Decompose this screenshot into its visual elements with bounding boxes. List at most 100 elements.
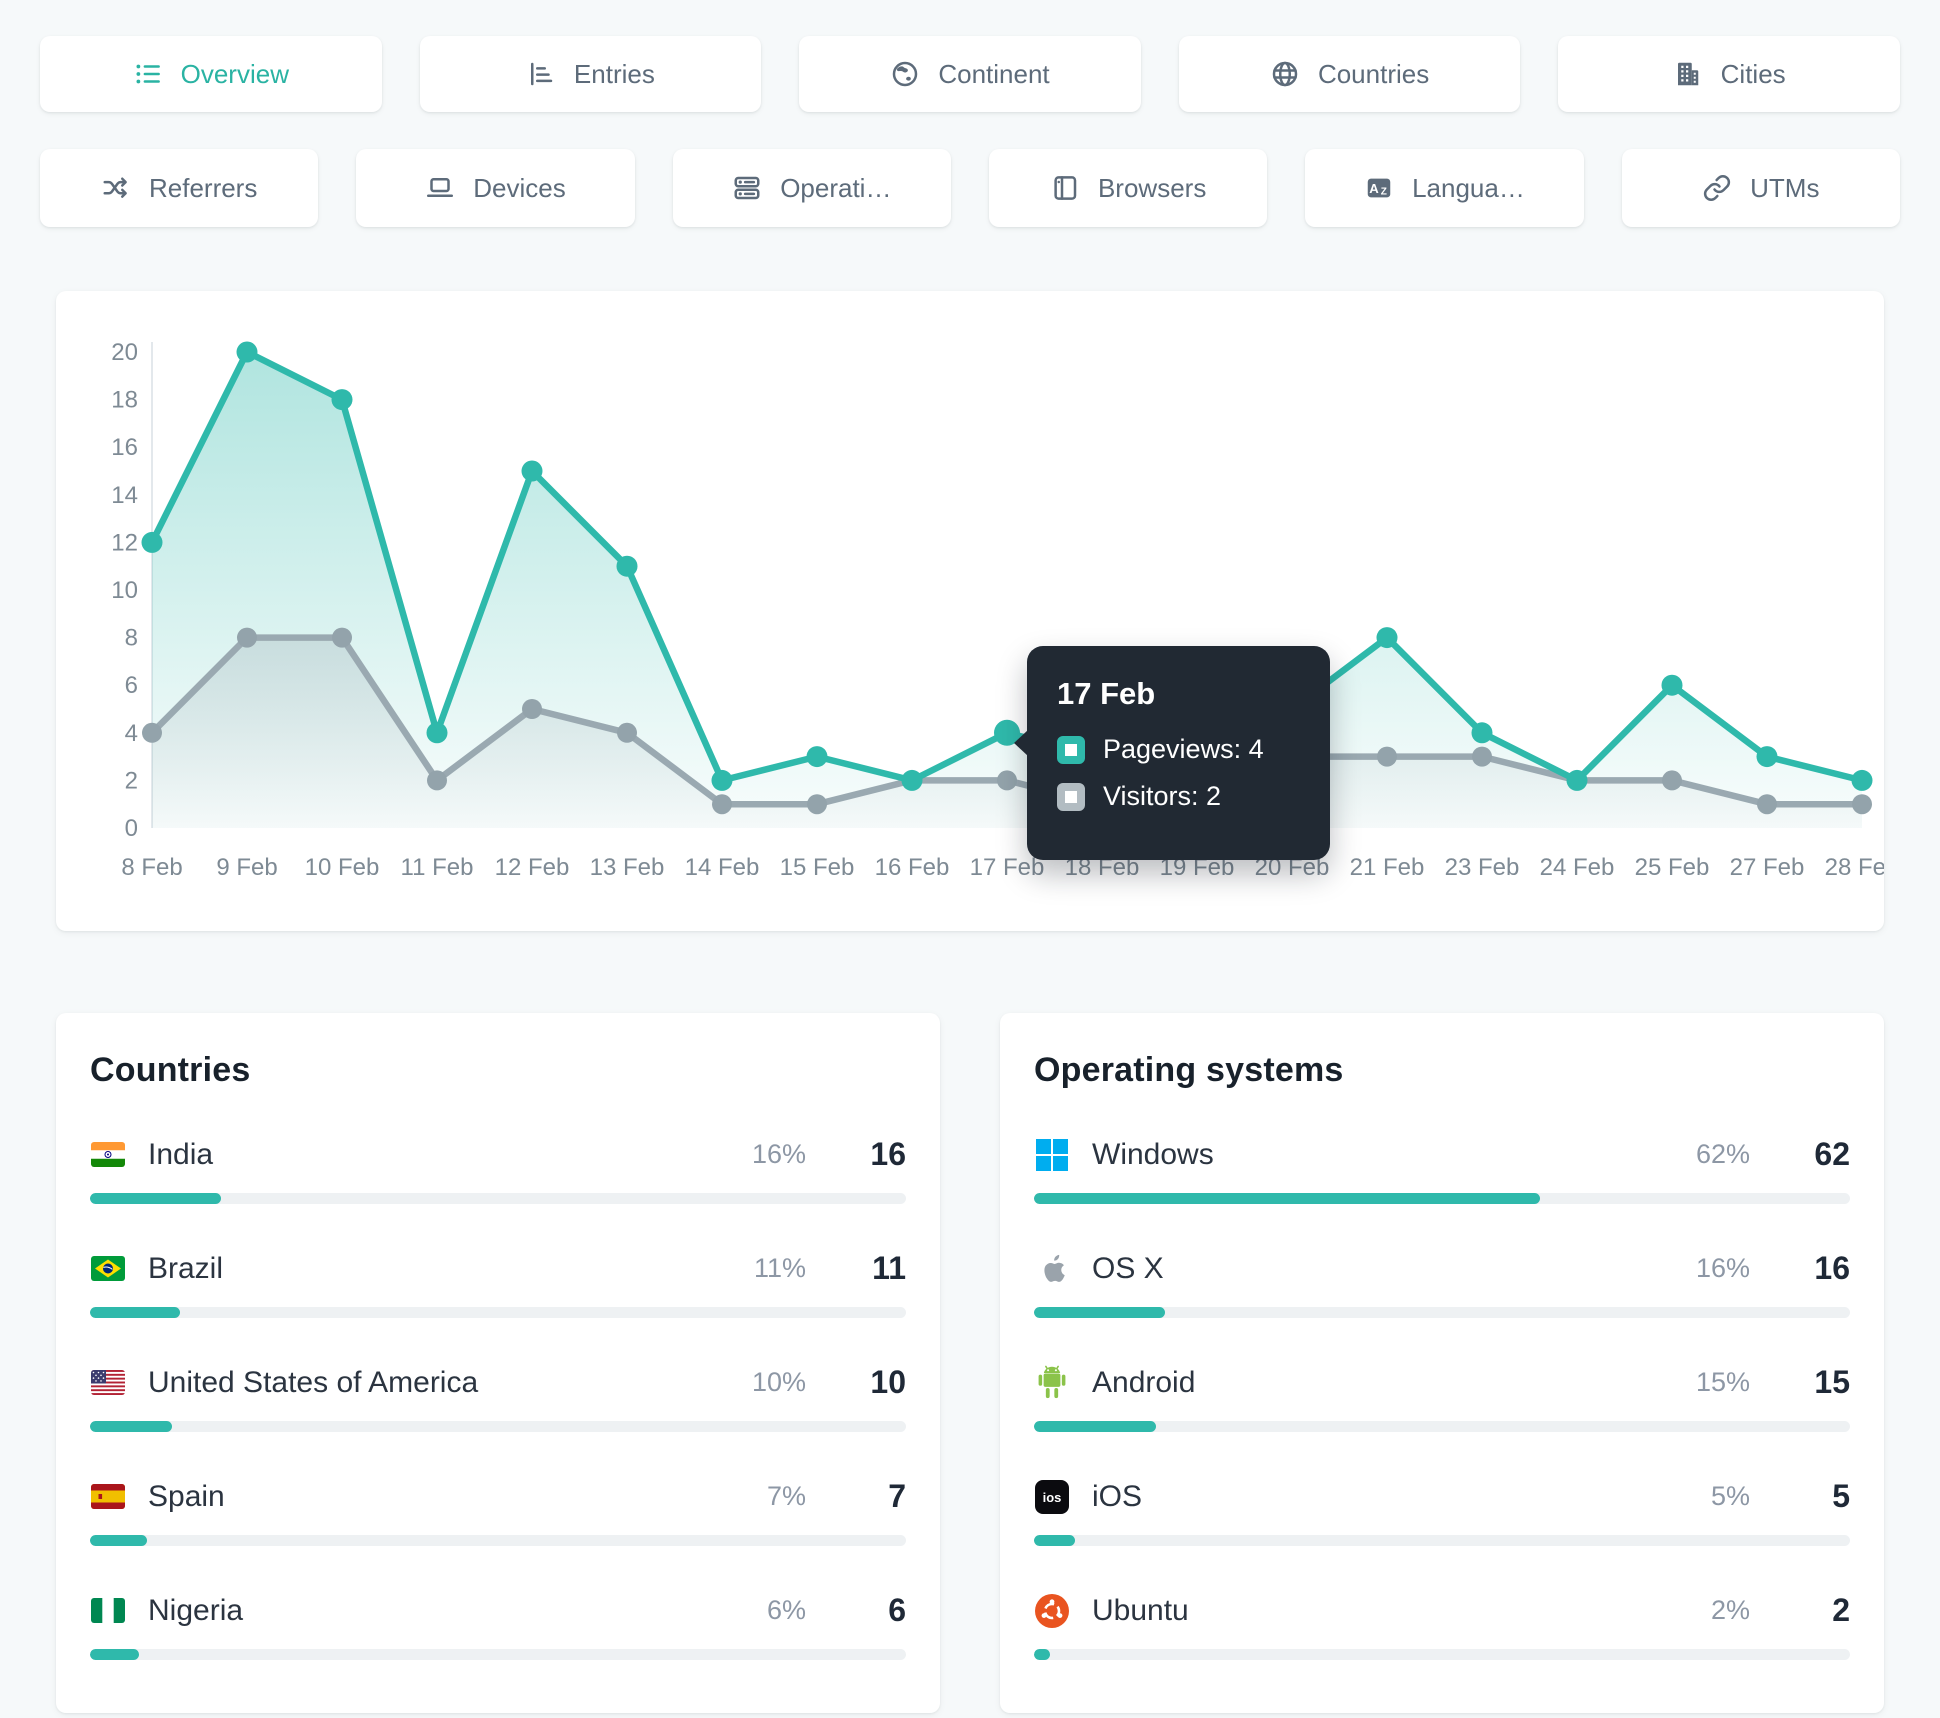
devices-icon bbox=[425, 173, 455, 203]
list-item-os-x[interactable]: OS X 16% 16 bbox=[1034, 1250, 1850, 1318]
visitors-point[interactable] bbox=[997, 770, 1017, 791]
visitors-point[interactable] bbox=[1852, 794, 1872, 815]
visitors-point[interactable] bbox=[522, 699, 542, 719]
list-item-nigeria[interactable]: Nigeria 6% 6 bbox=[90, 1592, 906, 1660]
tooltip-pageviews-row: Pageviews: 4 bbox=[1057, 734, 1302, 765]
item-progress-track bbox=[90, 1193, 906, 1204]
pageviews-point[interactable] bbox=[806, 746, 828, 768]
apple-logo-icon bbox=[1034, 1254, 1070, 1282]
tab-entries[interactable]: Entries bbox=[419, 36, 762, 112]
pageviews-point[interactable] bbox=[1471, 722, 1493, 744]
pageviews-point[interactable] bbox=[1661, 674, 1683, 696]
android-logo-icon bbox=[1034, 1365, 1070, 1398]
x-tick-label: 14 Feb bbox=[685, 854, 760, 881]
x-tick-label: 28 Feb bbox=[1825, 854, 1884, 881]
visitors-point[interactable] bbox=[427, 770, 447, 791]
item-label: Nigeria bbox=[148, 1593, 244, 1627]
tab-overview[interactable]: Overview bbox=[40, 36, 382, 112]
tooltip-pageviews-text: Pageviews: 4 bbox=[1103, 734, 1264, 764]
list-item-android[interactable]: Android 15% 15 bbox=[1034, 1364, 1850, 1432]
x-tick-label: 12 Feb bbox=[495, 854, 570, 881]
pageviews-point[interactable] bbox=[141, 531, 163, 553]
flag-brazil-icon bbox=[90, 1255, 126, 1282]
item-percent: 5% bbox=[1710, 1481, 1750, 1511]
pageviews-point-highlighted[interactable] bbox=[994, 719, 1020, 746]
tab-devices[interactable]: Devices bbox=[356, 149, 635, 227]
x-tick-label: 25 Feb bbox=[1635, 854, 1710, 881]
item-percent: 2% bbox=[1710, 1595, 1750, 1625]
y-tick-label: 8 bbox=[125, 625, 138, 652]
tab-label: Countries bbox=[1317, 58, 1430, 89]
item-percent: 15% bbox=[1695, 1367, 1750, 1397]
list-item-ubuntu[interactable]: Ubuntu 2% 2 bbox=[1034, 1592, 1850, 1660]
visitors-point[interactable] bbox=[1472, 746, 1492, 767]
x-tick-label: 13 Feb bbox=[590, 854, 665, 881]
tab-browsers[interactable]: Browsers bbox=[988, 149, 1268, 227]
list-item-windows[interactable]: Windows 62% 62 bbox=[1034, 1136, 1850, 1204]
list-item-spain[interactable]: Spain 7% 7 bbox=[90, 1478, 906, 1546]
ubuntu-logo-icon bbox=[1034, 1593, 1070, 1628]
item-value: 10 bbox=[870, 1364, 906, 1400]
entries-icon bbox=[526, 59, 556, 89]
x-tick-label: 21 Feb bbox=[1350, 854, 1425, 881]
pageviews-point[interactable] bbox=[236, 341, 258, 363]
overview-icon bbox=[133, 59, 163, 89]
x-tick-label: 8 Feb bbox=[121, 854, 182, 881]
x-tick-label: 9 Feb bbox=[216, 854, 277, 881]
tab-countries[interactable]: Countries bbox=[1178, 36, 1521, 112]
pageviews-point[interactable] bbox=[426, 722, 448, 744]
list-item-brazil[interactable]: Brazil 11% 11 bbox=[90, 1250, 906, 1318]
pageviews-point[interactable] bbox=[331, 389, 353, 411]
tab-cities[interactable]: Cities bbox=[1558, 36, 1900, 112]
flag-nigeria-icon bbox=[90, 1597, 126, 1624]
item-label: Ubuntu bbox=[1092, 1593, 1189, 1627]
tooltip-arrow bbox=[1014, 730, 1028, 756]
tab-continent[interactable]: Continent bbox=[799, 36, 1141, 112]
x-tick-label: 17 Feb bbox=[970, 854, 1045, 881]
traffic-line-chart[interactable]: 0 2 4 6 8 10 12 14 16 18 20 8 Feb 9 Feb 10 Feb 11 Feb 1… bbox=[56, 291, 1884, 931]
visitors-point[interactable] bbox=[1377, 746, 1397, 767]
visitors-point[interactable] bbox=[1662, 770, 1682, 791]
list-item-india[interactable]: India 16% 16 bbox=[90, 1136, 906, 1204]
x-tick-label: 10 Feb bbox=[305, 854, 380, 881]
browsers-icon bbox=[1050, 173, 1080, 203]
pageviews-point[interactable] bbox=[1566, 769, 1588, 791]
tab-label: Cities bbox=[1720, 58, 1786, 89]
visitors-point[interactable] bbox=[807, 794, 827, 815]
list-item-united-states-of-america[interactable]: United States of America 10% 10 bbox=[90, 1364, 906, 1432]
visitors-point[interactable] bbox=[142, 722, 162, 743]
visitors-point[interactable] bbox=[332, 627, 352, 648]
item-percent: 6% bbox=[766, 1595, 806, 1625]
pageviews-point[interactable] bbox=[521, 460, 543, 482]
pageviews-point[interactable] bbox=[711, 769, 733, 791]
tab-label: Browsers bbox=[1097, 172, 1207, 203]
tab-utms[interactable]: UTMs bbox=[1621, 149, 1900, 227]
tab-langua[interactable]: A Z Langua… bbox=[1305, 149, 1584, 227]
pageviews-point[interactable] bbox=[901, 769, 923, 791]
item-label: Windows bbox=[1092, 1137, 1214, 1171]
referrers-icon bbox=[101, 173, 131, 203]
item-progress-fill bbox=[90, 1649, 139, 1660]
item-value: 15 bbox=[1814, 1364, 1850, 1400]
pageviews-swatch-icon bbox=[1057, 735, 1085, 764]
pageviews-point[interactable] bbox=[1851, 769, 1873, 791]
continent-icon bbox=[890, 59, 920, 89]
item-value: 62 bbox=[1814, 1136, 1850, 1172]
item-percent: 10% bbox=[751, 1367, 806, 1397]
visitors-point[interactable] bbox=[712, 794, 732, 815]
pageviews-point[interactable] bbox=[616, 555, 638, 577]
visitors-point[interactable] bbox=[1757, 794, 1777, 815]
visitors-point[interactable] bbox=[237, 627, 257, 648]
tooltip-visitors-row: Visitors: 2 bbox=[1057, 781, 1302, 812]
tooltip-visitors-text: Visitors: 2 bbox=[1103, 781, 1222, 811]
ios-logo-icon: ios bbox=[1034, 1479, 1070, 1514]
list-item-ios[interactable]: ios iOS 5% 5 bbox=[1034, 1478, 1850, 1546]
pageviews-point[interactable] bbox=[1376, 627, 1398, 649]
item-label: Spain bbox=[148, 1479, 225, 1513]
item-progress-track bbox=[90, 1535, 906, 1546]
pageviews-point[interactable] bbox=[1756, 746, 1778, 768]
x-tick-label: 16 Feb bbox=[875, 854, 950, 881]
tab-operati[interactable]: Operati… bbox=[672, 149, 951, 227]
visitors-point[interactable] bbox=[617, 722, 637, 743]
tab-referrers[interactable]: Referrers bbox=[40, 149, 319, 227]
